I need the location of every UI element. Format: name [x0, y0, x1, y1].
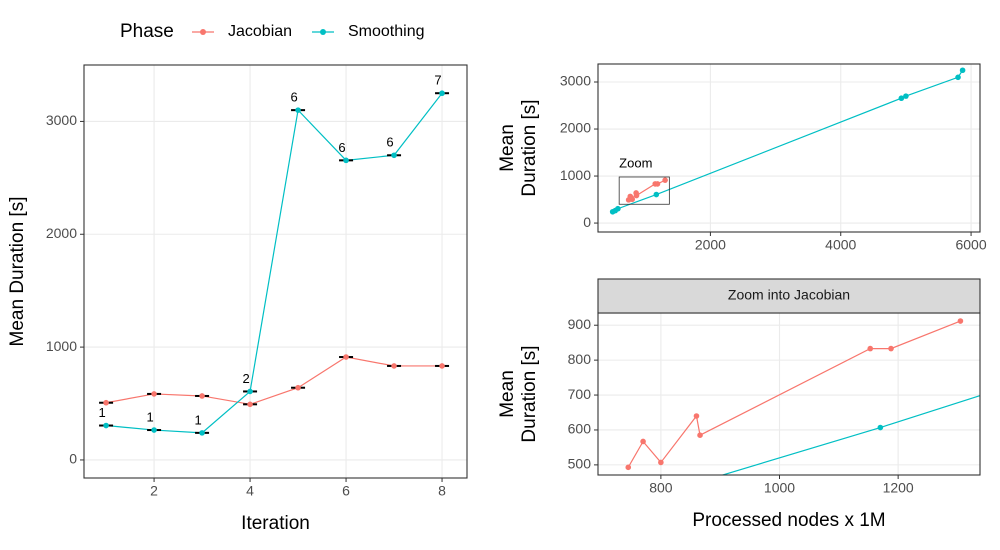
y-tick-label: 3000: [560, 73, 591, 89]
point: [199, 430, 205, 436]
series-line: [627, 320, 961, 468]
x-tick-label: 1200: [883, 480, 914, 496]
point: [955, 74, 961, 81]
point: [633, 192, 640, 199]
point-label: 6: [386, 135, 393, 150]
x-tick-label: 1000: [764, 480, 795, 496]
point: [658, 459, 664, 466]
panel-border: [83, 64, 468, 479]
y-tick-label: 2000: [46, 225, 77, 241]
point: [247, 388, 253, 395]
series-line: [612, 69, 964, 213]
y-axis-title: Mean: [497, 124, 518, 172]
y-tick-label: 800: [568, 351, 592, 367]
point: [629, 196, 636, 203]
point: [640, 438, 646, 445]
legend-label: Smoothing: [348, 23, 425, 40]
point-label: 1: [146, 409, 153, 424]
point: [654, 181, 661, 187]
point-label: 7: [434, 73, 441, 88]
point: [343, 157, 349, 164]
legend-marker: [320, 29, 326, 35]
point: [625, 464, 632, 471]
point: [151, 427, 157, 433]
panel: [84, 65, 467, 478]
point: [103, 422, 109, 429]
series-line: [106, 92, 443, 434]
point: [959, 67, 966, 74]
point: [103, 399, 109, 406]
x-tick-label: 2: [150, 483, 158, 499]
point: [697, 432, 703, 438]
point: [877, 424, 884, 431]
point-label: 6: [290, 90, 297, 105]
point: [391, 152, 397, 159]
point-label: 6: [338, 140, 345, 155]
point-label: 1: [98, 405, 105, 420]
x-axis-title: Processed nodes x 1M: [692, 510, 885, 531]
y-tick-label: 700: [568, 386, 592, 402]
x-axis-title: Iteration: [241, 513, 310, 534]
point: [867, 345, 874, 352]
point: [957, 318, 964, 324]
zoom-box: [618, 176, 670, 205]
point: [247, 401, 253, 408]
y-axis-title: Duration [s]: [519, 345, 540, 442]
series-line: [105, 356, 443, 405]
strip-label: Zoom into Jacobian: [728, 287, 850, 303]
x-tick-label: 800: [649, 480, 673, 496]
legend-marker: [200, 29, 206, 35]
y-tick-label: 1000: [560, 167, 591, 183]
x-tick-label: 6000: [955, 237, 986, 253]
point: [693, 413, 700, 419]
strip: [597, 278, 981, 314]
y-tick-label: 0: [69, 451, 77, 467]
x-tick-label: 8: [438, 483, 446, 499]
point-label: 1: [194, 412, 201, 427]
point: [199, 393, 205, 399]
y-axis-title: Mean Duration [s]: [7, 197, 28, 347]
panel-border: [597, 312, 981, 476]
y-tick-label: 500: [568, 456, 592, 472]
point: [151, 391, 157, 397]
point: [898, 95, 905, 102]
point: [439, 363, 445, 369]
zoom-label: Zoom: [619, 155, 652, 170]
y-tick-label: 3000: [46, 112, 77, 128]
x-tick-label: 6: [342, 483, 350, 499]
panel: [598, 64, 980, 232]
x-tick-label: 2000: [695, 237, 726, 253]
point: [391, 363, 397, 369]
point: [653, 191, 660, 198]
point-label: 2: [242, 371, 249, 386]
legend-title: Phase: [120, 21, 174, 42]
x-tick-label: 4: [246, 483, 254, 499]
panel: [504, 313, 980, 550]
point: [295, 384, 301, 391]
y-axis-title: Duration [s]: [519, 99, 540, 196]
point: [903, 93, 909, 99]
y-tick-label: 1000: [46, 338, 77, 354]
point: [615, 205, 621, 212]
point: [888, 345, 894, 352]
legend-label: Jacobian: [228, 23, 292, 40]
point: [528, 530, 534, 536]
y-tick-label: 2000: [560, 120, 591, 136]
y-tick-label: 900: [568, 316, 592, 332]
y-tick-label: 600: [568, 421, 592, 437]
point: [662, 177, 668, 183]
panel-border: [597, 63, 981, 233]
y-tick-label: 0: [583, 214, 591, 230]
y-axis-title: Mean: [497, 370, 518, 418]
point: [295, 107, 301, 113]
point: [439, 90, 445, 97]
point: [504, 544, 510, 550]
point: [343, 354, 349, 360]
x-tick-label: 4000: [825, 237, 856, 253]
